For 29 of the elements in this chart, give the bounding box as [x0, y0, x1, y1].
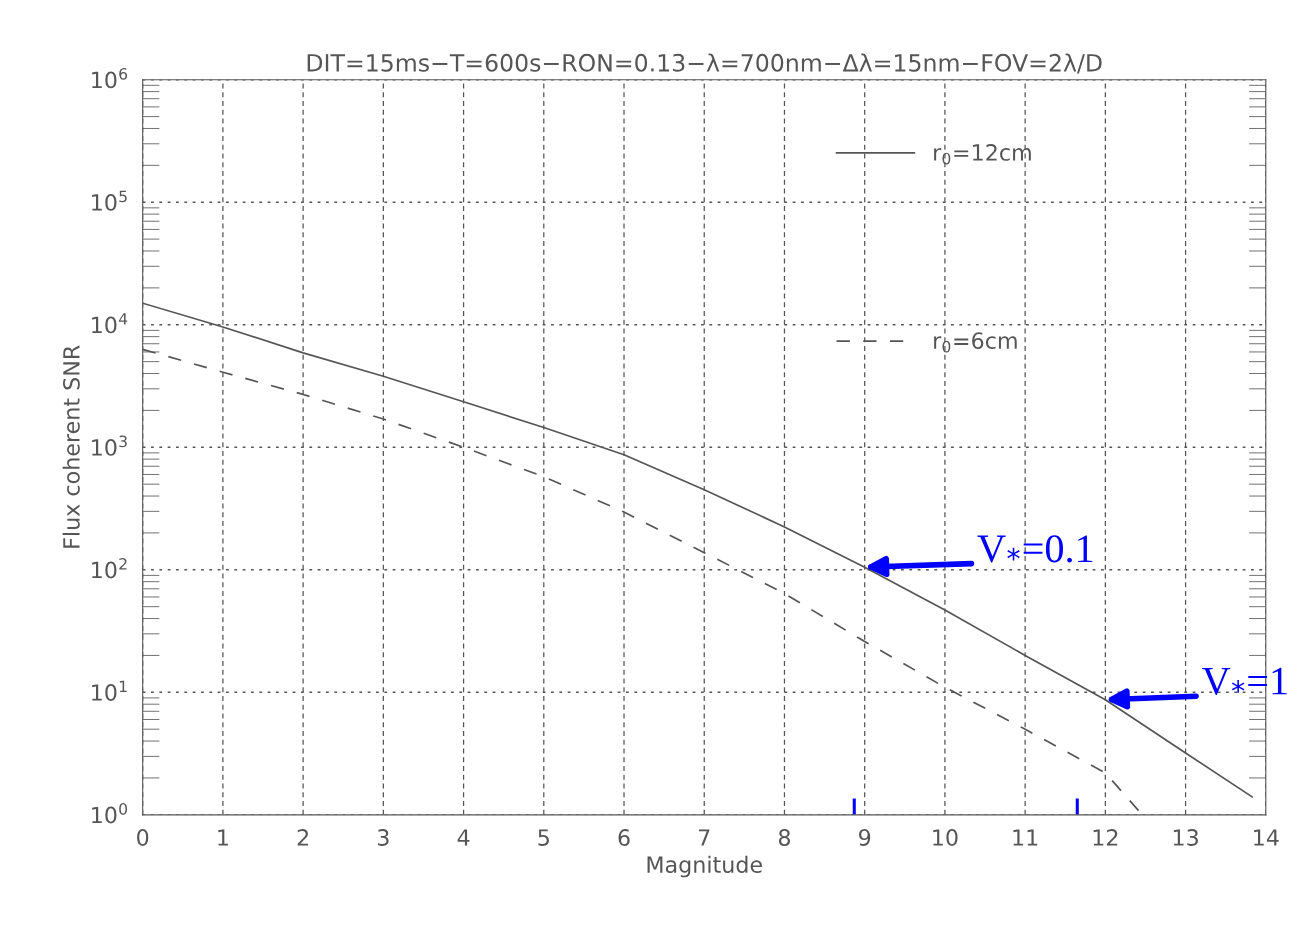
y-tick-label: 10$^{4}$ — [92, 313, 128, 334]
x-tick-label: 1 — [218, 829, 228, 846]
x-tick-label: 3 — [377, 829, 389, 846]
y-tick-label: 10$^{0}$ — [92, 803, 128, 824]
x-axis-title: Magnitude — [647, 855, 762, 878]
x-tick-label: 8 — [778, 829, 791, 846]
y-tick-label: 10$^{5}$ — [92, 190, 127, 211]
x-tick-label: 2 — [297, 829, 308, 846]
x-tick-label: 6 — [618, 829, 630, 846]
x-tick-label: 12 — [1093, 829, 1118, 846]
x-tick-label: 4 — [457, 829, 470, 846]
y-tick-label: 10$^{6}$ — [92, 67, 128, 89]
y-tick-label: 10$^{2}$ — [92, 558, 127, 579]
y-tick-label: 10$^{3}$ — [92, 435, 127, 456]
x-tick-label: 14 — [1254, 829, 1279, 846]
legend-label: r$_{0}$=6cm — [934, 332, 1017, 353]
y-axis-title: Flux coherent SNR — [62, 345, 80, 548]
x-tick-label: 11 — [1013, 829, 1038, 846]
x-tick-label: 0 — [137, 829, 149, 846]
chart-title: DIT=15ms−T=600s−RON=0.13−λ=700nm−Δλ=15nm−FOV=2λ/D — [307, 53, 1102, 74]
x-tick-label: 13 — [1173, 829, 1198, 846]
x-tick-label: 5 — [538, 829, 549, 846]
y-tick-label: 10$^{1}$ — [92, 680, 127, 701]
x-tick-label: 10 — [933, 829, 958, 846]
legend-label: r$_{0}$=12cm — [934, 144, 1031, 165]
annotation: V$_{*}$=1 — [1202, 667, 1287, 695]
annotation: V$_{*}$=0.1 — [977, 535, 1093, 563]
x-tick-label: 9 — [859, 829, 871, 846]
x-tick-label: 7 — [699, 829, 710, 846]
